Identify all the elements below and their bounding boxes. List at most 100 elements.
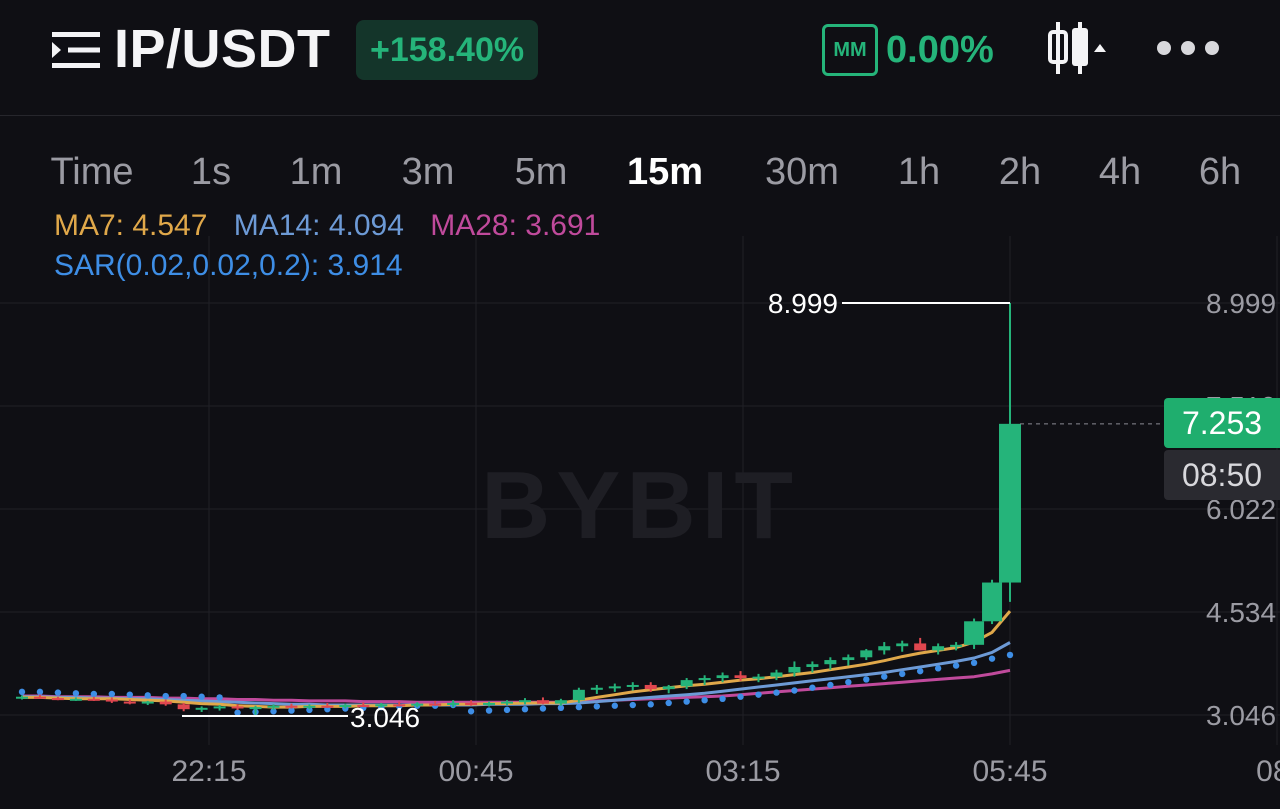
sar-dot [773, 689, 780, 696]
candle-body [465, 702, 478, 705]
candle-body [554, 700, 567, 704]
tab-5m[interactable]: 5m [514, 151, 568, 193]
candle-body [501, 701, 514, 704]
more-dots-icon[interactable] [1154, 36, 1222, 60]
candle-body [536, 700, 549, 704]
candle-body [393, 704, 406, 707]
candle-body [680, 680, 693, 687]
tab-1s[interactable]: 1s [190, 151, 232, 193]
candle-body [860, 650, 873, 658]
menu-list-icon[interactable] [52, 30, 100, 70]
tab-1h[interactable]: 1h [897, 151, 941, 193]
sar-dot [665, 699, 672, 707]
sar-dot [90, 690, 98, 698]
sar-dot [72, 690, 80, 697]
candle-body [878, 646, 891, 651]
margin-mode-indicator[interactable]: MM 0.00% [822, 24, 994, 76]
candle-body [16, 696, 28, 699]
candle-body [770, 672, 783, 677]
bybit-watermark: BYBIT [481, 452, 799, 559]
sar-dot [144, 692, 151, 699]
sar-dot [916, 667, 924, 675]
candle-body [950, 644, 963, 647]
sar-dot [593, 703, 601, 710]
sar-dot [288, 707, 295, 714]
candle-body [644, 684, 657, 690]
candle-body [626, 684, 639, 687]
sar-dot [557, 704, 565, 712]
candle-body [842, 657, 855, 661]
candle-body [69, 698, 82, 701]
tab-15m[interactable]: 15m [626, 151, 704, 193]
candle-body [357, 705, 370, 708]
sar-dot [18, 688, 26, 696]
y-tick-label: 3.046 [1206, 700, 1276, 731]
x-tick-label: 05:45 [972, 755, 1047, 788]
tab-30m[interactable]: 30m [765, 151, 839, 193]
candle-body [483, 702, 496, 705]
sar-dot [629, 701, 636, 709]
candle-body [321, 705, 334, 708]
sar-dot [1006, 651, 1014, 659]
candle-body [590, 687, 603, 690]
sar-value: SAR(0.02,0.02,0.2): 3.914 [54, 249, 403, 282]
sar-dot [539, 705, 547, 712]
sar-dot [934, 665, 942, 672]
high-marker-label: 8.999 [768, 288, 838, 319]
candle-body [213, 706, 226, 709]
sar-dot [611, 702, 618, 709]
sar-dot [126, 691, 133, 698]
candle-body [249, 707, 262, 710]
candle-body [716, 675, 729, 679]
tab-2h[interactable]: 2h [998, 151, 1042, 193]
x-tick-label: 03:15 [705, 755, 780, 788]
tab-1m[interactable]: 1m [289, 151, 343, 193]
sar-dot [467, 708, 475, 715]
sar-dots [18, 651, 1014, 716]
candlestick-icon[interactable] [1046, 20, 1108, 76]
top-bar: IP/USDT +158.40% MM 0.00% [0, 0, 1280, 116]
candle-body [87, 698, 100, 701]
x-tick-label: 22:15 [171, 755, 246, 788]
candle-body [33, 696, 46, 699]
candles [16, 303, 1021, 715]
pair-title[interactable]: IP/USDT [114, 19, 331, 79]
price-change-badge: +158.40% [356, 20, 539, 80]
candle-body [982, 582, 1003, 622]
sar-dot [180, 692, 187, 700]
current-price-badge: 7.253 [1164, 398, 1280, 448]
candle-body [303, 705, 316, 708]
candle-body [734, 675, 747, 679]
price-chart[interactable]: BYBIT 8.999 3.046 8.9997.5106.0224.5343.0… [0, 236, 1280, 809]
candle-body [572, 689, 585, 701]
x-tick-label: 08: [1256, 755, 1280, 788]
sar-dot [899, 670, 906, 678]
tab-4h[interactable]: 4h [1098, 151, 1142, 193]
sar-dot [108, 690, 116, 698]
sar-dot [270, 708, 277, 715]
candle-body [608, 686, 621, 689]
ma14-value: MA14: 4.094 [233, 209, 404, 242]
sar-dot [737, 693, 744, 700]
ma7-line [22, 610, 1012, 709]
sar-dot [503, 706, 511, 714]
candle-body [662, 686, 675, 690]
mm-label: MM [822, 24, 878, 76]
candle-body [914, 643, 927, 651]
candle-body [195, 707, 208, 710]
ma-legend: MA7: 4.547 MA14: 4.094 MA28: 3.691 [54, 208, 618, 244]
candle-body [141, 701, 154, 704]
candle-body [339, 705, 352, 708]
sar-dot [863, 676, 870, 683]
candle-body [231, 706, 244, 709]
sar-dot [647, 701, 654, 708]
tab-3m[interactable]: 3m [401, 151, 455, 193]
candle-body [752, 676, 765, 679]
tab-6h[interactable]: 6h [1198, 151, 1242, 193]
sar-dot [198, 693, 205, 700]
tab-time[interactable]: Time [50, 151, 134, 193]
candle-body [411, 703, 424, 706]
interval-tabs: Time 1s 1m 3m 5m 15m 30m 1h 2h 4h 6h [0, 146, 1280, 198]
candle-body [429, 703, 442, 706]
